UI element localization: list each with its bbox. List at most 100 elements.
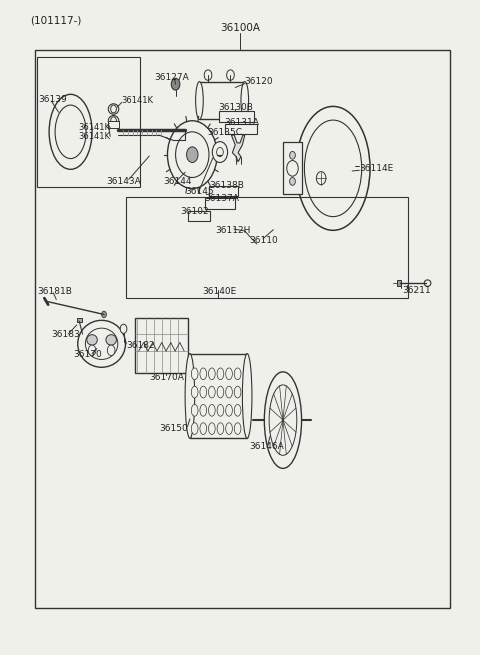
Ellipse shape (192, 368, 198, 380)
Ellipse shape (234, 422, 241, 434)
Text: 36211: 36211 (402, 286, 431, 295)
Ellipse shape (217, 404, 224, 416)
Ellipse shape (264, 372, 301, 468)
Circle shape (111, 117, 116, 124)
Ellipse shape (185, 354, 195, 438)
Ellipse shape (196, 82, 203, 119)
Bar (396, 280, 401, 286)
Circle shape (289, 178, 295, 185)
Text: 36141K: 36141K (78, 132, 110, 141)
Circle shape (187, 147, 198, 162)
Ellipse shape (55, 105, 86, 159)
Bar (218, 111, 254, 122)
Bar (188, 212, 210, 221)
Text: 36182: 36182 (126, 341, 155, 350)
Text: 36140E: 36140E (202, 287, 236, 296)
Text: 36170A: 36170A (149, 373, 184, 382)
Ellipse shape (192, 404, 198, 416)
Polygon shape (231, 135, 245, 162)
Ellipse shape (78, 320, 125, 367)
Text: 36145: 36145 (186, 187, 214, 196)
Ellipse shape (269, 385, 297, 455)
Circle shape (287, 160, 298, 176)
Text: 36183: 36183 (51, 329, 80, 339)
Text: 36127A: 36127A (154, 73, 189, 81)
Text: 36120: 36120 (245, 77, 274, 86)
Text: 36143A: 36143A (107, 177, 141, 186)
Bar (209, 186, 238, 196)
Text: 36114E: 36114E (360, 164, 394, 173)
Text: 36139: 36139 (38, 95, 67, 103)
Ellipse shape (424, 280, 431, 286)
Bar (190, 354, 247, 438)
Ellipse shape (208, 386, 215, 398)
Ellipse shape (200, 386, 206, 398)
Ellipse shape (200, 368, 206, 380)
Bar (225, 124, 257, 134)
Text: 36170: 36170 (73, 350, 102, 360)
Ellipse shape (200, 422, 206, 434)
Bar (108, 121, 119, 128)
Circle shape (102, 311, 107, 318)
Ellipse shape (304, 120, 362, 217)
Text: 36137A: 36137A (204, 194, 240, 203)
Text: 36138B: 36138B (209, 181, 244, 191)
Circle shape (171, 79, 180, 90)
Text: 36141K: 36141K (121, 96, 154, 105)
Ellipse shape (106, 335, 116, 345)
Ellipse shape (217, 368, 224, 380)
Ellipse shape (226, 368, 232, 380)
Circle shape (289, 151, 295, 159)
Bar (35, 50, 450, 608)
Ellipse shape (234, 404, 241, 416)
Ellipse shape (108, 115, 119, 126)
Ellipse shape (85, 328, 118, 360)
Circle shape (88, 345, 96, 356)
Text: 36135C: 36135C (207, 128, 242, 137)
Ellipse shape (234, 368, 241, 380)
Circle shape (111, 105, 116, 113)
Ellipse shape (296, 106, 370, 231)
Text: 36131A: 36131A (225, 118, 260, 127)
Circle shape (120, 324, 127, 333)
Ellipse shape (87, 335, 97, 345)
Ellipse shape (217, 422, 224, 434)
Ellipse shape (108, 103, 119, 114)
Text: 36150: 36150 (159, 424, 188, 433)
Text: 36181B: 36181B (37, 287, 72, 296)
Text: 36146A: 36146A (250, 442, 284, 451)
Ellipse shape (234, 386, 241, 398)
Circle shape (212, 141, 228, 162)
Circle shape (108, 345, 115, 356)
Ellipse shape (226, 386, 232, 398)
Ellipse shape (208, 368, 215, 380)
Bar (77, 318, 82, 322)
Text: 36102: 36102 (180, 207, 209, 216)
Bar (283, 142, 302, 195)
Circle shape (216, 147, 223, 157)
Text: 36141K: 36141K (78, 123, 110, 132)
Ellipse shape (208, 422, 215, 434)
Text: 36112H: 36112H (215, 227, 251, 235)
Ellipse shape (242, 354, 252, 438)
Circle shape (176, 132, 209, 178)
Ellipse shape (226, 422, 232, 434)
Ellipse shape (192, 422, 198, 434)
Circle shape (168, 121, 217, 189)
Text: 36100A: 36100A (220, 23, 260, 33)
Text: 36110: 36110 (250, 236, 278, 245)
Ellipse shape (226, 404, 232, 416)
Bar (135, 318, 188, 373)
Circle shape (204, 70, 212, 81)
Text: 36130B: 36130B (218, 103, 253, 111)
Bar (126, 197, 408, 298)
Bar (204, 198, 235, 209)
Ellipse shape (192, 386, 198, 398)
Bar (37, 57, 140, 187)
Ellipse shape (241, 82, 249, 119)
Ellipse shape (208, 404, 215, 416)
Ellipse shape (217, 386, 224, 398)
Bar (199, 82, 245, 119)
Text: 36144: 36144 (164, 177, 192, 186)
Circle shape (316, 172, 326, 185)
